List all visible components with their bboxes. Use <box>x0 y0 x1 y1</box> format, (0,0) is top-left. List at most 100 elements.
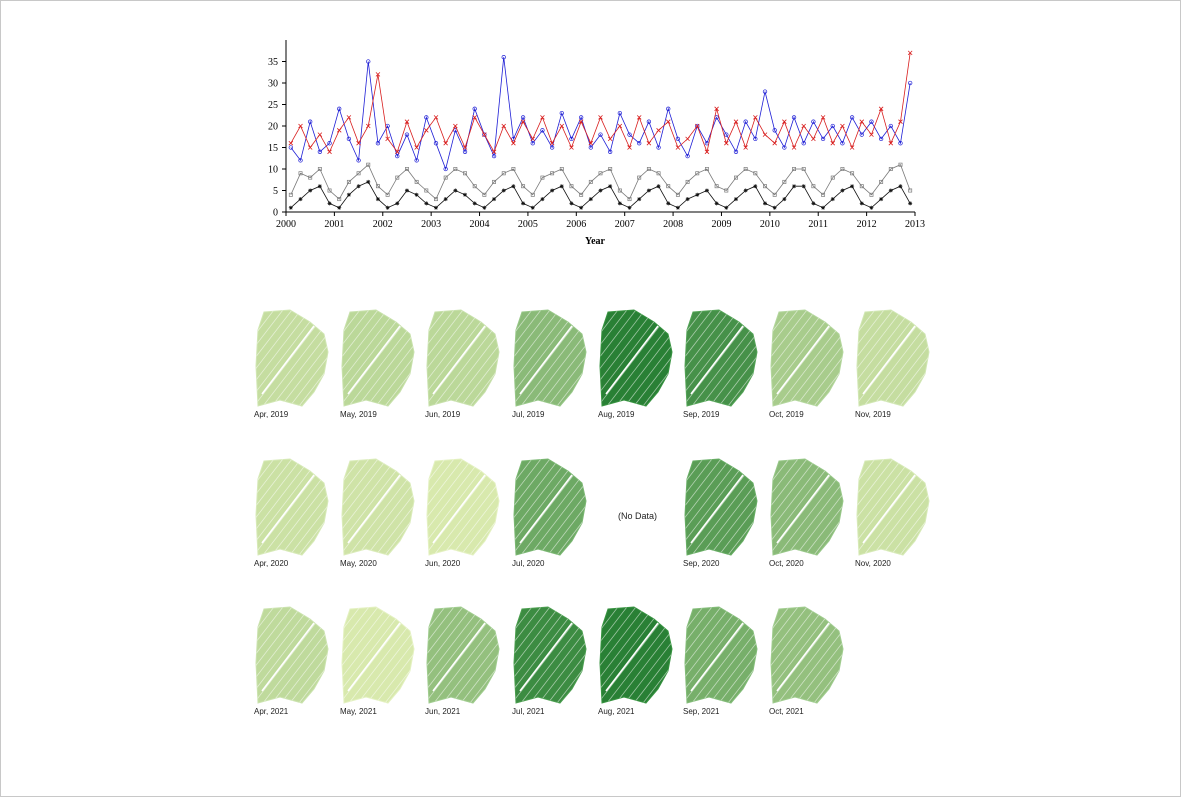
data-point <box>308 119 313 124</box>
field-map-shape <box>684 309 758 407</box>
field-stripes <box>771 310 843 406</box>
ndvi-map-panel: Jul, 2021 <box>510 603 602 721</box>
data-point <box>288 192 293 197</box>
data-point <box>801 184 806 189</box>
data-point <box>298 197 303 202</box>
x-tick-label: 2013 <box>905 219 925 230</box>
data-point <box>588 145 593 150</box>
ndvi-map-panel: (No Data) <box>596 455 688 573</box>
field-map-shape <box>255 606 329 704</box>
data-point <box>588 140 594 146</box>
field-map-shape <box>426 458 500 556</box>
data-point <box>569 201 574 206</box>
data-point <box>356 158 361 163</box>
map-date-label: May, 2020 <box>340 559 377 568</box>
data-point <box>317 167 322 171</box>
data-point <box>395 201 400 206</box>
data-point <box>869 132 874 137</box>
data-point <box>840 141 845 146</box>
data-point <box>685 179 690 184</box>
data-point <box>898 119 903 124</box>
data-point <box>695 171 700 176</box>
data-point <box>878 136 884 142</box>
series-line <box>290 57 911 171</box>
y-tick-label: 0 <box>273 208 278 219</box>
x-tick-label: 2004 <box>470 219 490 230</box>
data-point <box>849 145 855 150</box>
map-date-label: Apr, 2019 <box>254 410 289 419</box>
ndvi-map-panel: Oct, 2019 <box>767 306 859 424</box>
data-point <box>733 149 739 154</box>
data-point <box>317 149 323 154</box>
data-point <box>898 184 903 189</box>
data-point <box>675 205 680 210</box>
data-point <box>753 136 758 142</box>
data-point <box>888 188 893 193</box>
map-date-label: Oct, 2020 <box>769 559 804 568</box>
data-point <box>820 115 826 120</box>
data-point <box>492 179 497 184</box>
ndvi-map-panel: Jun, 2021 <box>423 603 515 721</box>
data-point <box>646 167 651 171</box>
data-point <box>569 145 574 150</box>
data-point <box>443 197 448 202</box>
data-point <box>404 132 410 137</box>
field-map-shape <box>770 458 844 556</box>
data-point <box>482 132 487 137</box>
data-point <box>365 123 371 129</box>
data-point <box>520 115 526 120</box>
data-point <box>685 153 690 159</box>
map-date-label: Jul, 2019 <box>512 410 545 419</box>
y-tick-label: 20 <box>268 122 278 133</box>
x-tick-label: 2003 <box>421 219 441 230</box>
data-point <box>346 192 351 197</box>
data-point <box>675 145 681 150</box>
data-point <box>782 119 787 124</box>
data-point <box>463 192 468 197</box>
data-point <box>801 141 806 146</box>
data-point <box>811 184 816 189</box>
ndvi-map-panel: May, 2021 <box>338 603 430 721</box>
data-point <box>753 171 758 176</box>
map-date-label: Nov, 2019 <box>855 410 891 419</box>
data-point <box>820 136 826 142</box>
data-point <box>743 167 748 171</box>
field-map-shape <box>426 606 500 704</box>
data-point <box>763 184 767 189</box>
data-point <box>908 80 913 86</box>
data-point <box>317 184 322 189</box>
x-tick-label: 2001 <box>324 219 344 230</box>
x-tick-label: 2002 <box>373 219 393 230</box>
data-point <box>308 188 313 193</box>
data-point <box>521 201 526 206</box>
x-tick-label: 2000 <box>276 219 296 230</box>
data-point <box>405 167 409 171</box>
data-point <box>521 184 526 189</box>
data-point <box>433 205 438 210</box>
data-point <box>646 119 652 124</box>
field-stripes <box>256 459 328 555</box>
data-point <box>298 158 303 163</box>
data-point <box>656 128 661 133</box>
data-point <box>637 175 642 180</box>
data-point <box>656 145 661 150</box>
data-point <box>375 197 380 202</box>
data-point <box>375 184 380 189</box>
data-point <box>859 184 864 189</box>
data-point <box>782 197 787 202</box>
data-point <box>578 115 584 120</box>
data-point <box>414 179 419 184</box>
data-point <box>307 145 313 150</box>
ndvi-map-panel: Jun, 2019 <box>423 306 515 424</box>
data-point <box>492 197 497 202</box>
data-point <box>695 192 700 197</box>
data-point <box>385 192 390 197</box>
data-point <box>530 141 535 146</box>
data-point <box>540 175 545 180</box>
data-point <box>830 140 836 146</box>
data-point <box>443 175 448 180</box>
data-point <box>607 136 613 142</box>
data-point <box>559 123 565 129</box>
data-point <box>733 197 738 202</box>
ndvi-map-panel: Sep, 2019 <box>681 306 773 424</box>
